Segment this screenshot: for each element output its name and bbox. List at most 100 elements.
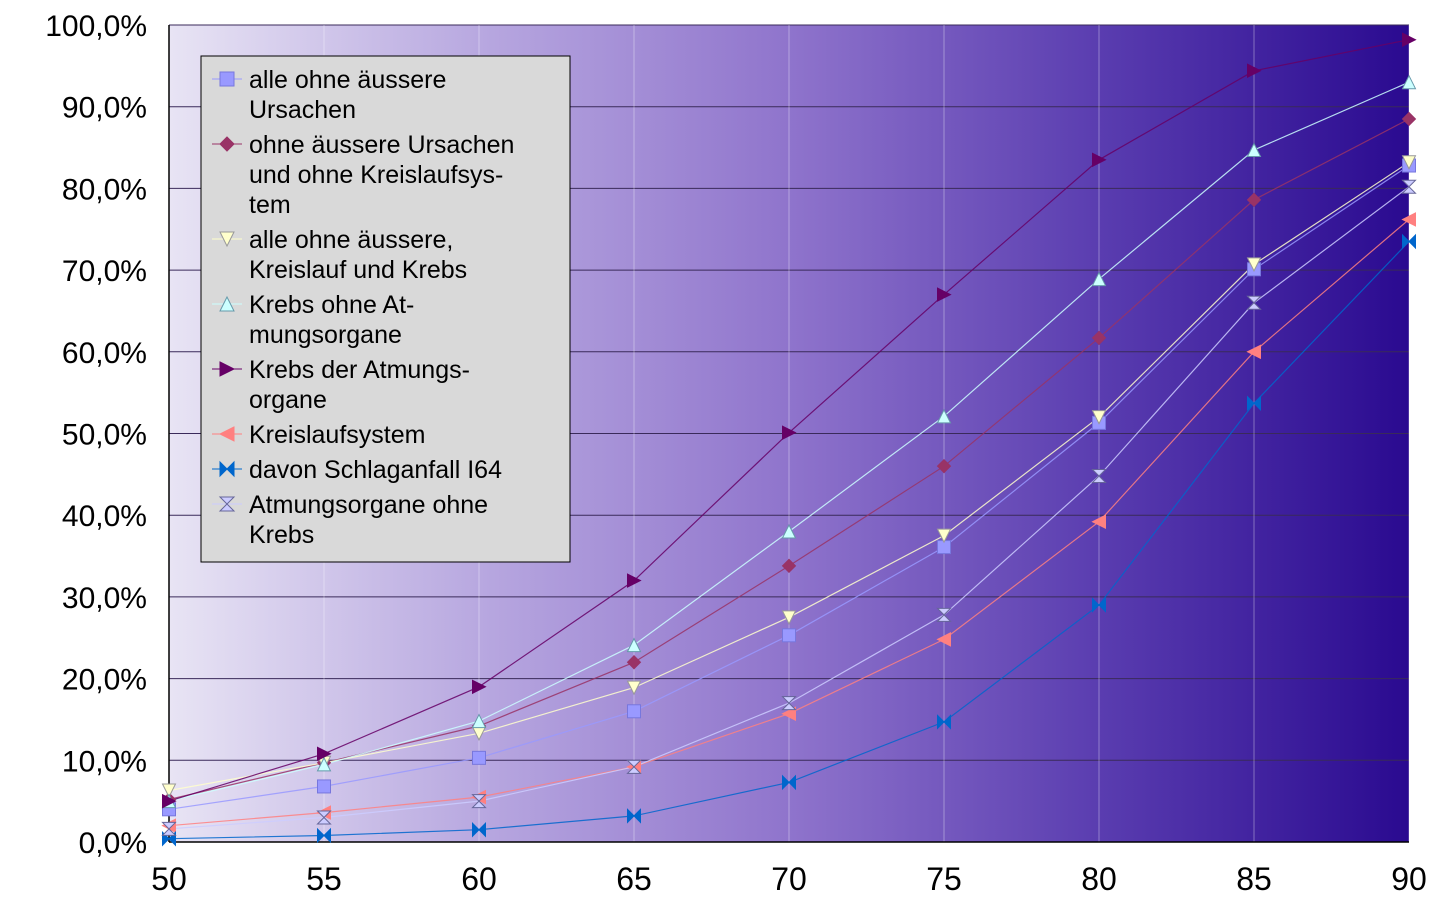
- legend-item-3: alle ohne äussere,Kreislauf und Krebs: [212, 226, 467, 284]
- series-7-point: [627, 808, 641, 824]
- legend-label: Kreislauf und Krebs: [249, 256, 467, 284]
- y-tick-label: 10,0%: [62, 745, 147, 778]
- series-5-point: [1402, 32, 1417, 48]
- legend-label: alle ohne äussere,: [249, 226, 453, 254]
- series-3-point: [1091, 410, 1107, 425]
- series-8-point: [936, 607, 952, 622]
- axes: 0,0% 10,0% 20,0% 30,0% 40,0% 50,0% 60,0% 70,0% 8…: [45, 10, 1427, 897]
- series-3-point: [1246, 257, 1262, 272]
- y-tick-label: 90,0%: [62, 92, 147, 125]
- legend-label: tem: [249, 191, 291, 219]
- series-3-point: [1401, 155, 1417, 170]
- series-5-point: [627, 573, 642, 588]
- series-7-point: [1402, 233, 1416, 250]
- series-6-point: [1091, 514, 1106, 530]
- legend-item-7: davon Schlaganfall I64: [212, 456, 502, 484]
- legend-label: Atmungsorgane ohne: [249, 491, 488, 519]
- y-tick-label: 30,0%: [62, 582, 147, 615]
- y-tick-label: 20,0%: [62, 664, 147, 697]
- legend-label: Krebs ohne At-: [249, 291, 414, 319]
- series-5-point: [782, 425, 797, 440]
- legend-label: Kreislaufsystem: [249, 421, 425, 449]
- y-tick-label: 80,0%: [62, 173, 147, 206]
- series-8-point: [1091, 468, 1107, 483]
- series-8-point: [161, 821, 177, 836]
- series-4-point: [316, 756, 332, 772]
- legend-label: Krebs der Atmungs-: [249, 356, 470, 384]
- x-tick-label: 50: [151, 861, 187, 897]
- x-tick-label: 60: [461, 861, 497, 897]
- y-tick-label: 100,0%: [45, 10, 147, 43]
- legend-marker: [219, 460, 235, 478]
- legend-label: alle ohne äussere: [249, 66, 446, 94]
- series-7-point: [937, 714, 951, 730]
- series-1-point: [627, 704, 641, 719]
- legend-marker: [219, 361, 236, 377]
- series-6-point: [781, 706, 796, 722]
- x-tick-label: 75: [926, 861, 962, 897]
- series-7-point: [1247, 395, 1261, 411]
- series-6-point: [1401, 212, 1416, 227]
- legend-marker: [218, 426, 235, 442]
- series-7-point: [782, 774, 796, 791]
- series-3-point: [781, 610, 797, 625]
- x-tick-label: 85: [1236, 861, 1272, 897]
- x-tick-label: 70: [771, 861, 807, 897]
- series-4-point: [1246, 142, 1262, 158]
- series-3-point: [936, 528, 952, 544]
- series-5-point: [317, 746, 332, 762]
- legend-item-4: Krebs ohne At-mungsorgane: [212, 291, 414, 349]
- legend-marker: [219, 231, 235, 248]
- series-8-point: [471, 794, 487, 809]
- x-tick-label: 80: [1081, 861, 1117, 897]
- series-7-point: [472, 822, 486, 838]
- legend-item-6: Kreislaufsystem: [212, 421, 425, 449]
- series-5-point: [1092, 152, 1107, 168]
- y-tick-label: 40,0%: [62, 500, 147, 533]
- legend-label: mungsorgane: [249, 321, 402, 349]
- legend-label: und ohne Kreislaufsys-: [249, 161, 503, 189]
- legend-marker: [218, 496, 236, 512]
- legend-label: Krebs: [249, 521, 314, 549]
- legend-label: organe: [249, 386, 327, 414]
- legend-item-5: Krebs der Atmungs-organe: [212, 356, 470, 414]
- series-4-point: [1401, 74, 1417, 90]
- series-4-point: [1091, 271, 1107, 287]
- x-tick-label: 55: [306, 861, 342, 897]
- series-5-point: [162, 793, 177, 809]
- series-2-point: [626, 655, 642, 670]
- series-markers: [161, 32, 1417, 847]
- legend-box: [200, 55, 571, 563]
- series-6-point: [936, 632, 951, 647]
- series-4-point: [781, 523, 797, 539]
- series-5-point: [1247, 63, 1262, 79]
- series-2-point: [1091, 330, 1107, 346]
- series-7-point: [317, 827, 331, 844]
- legend-marker: [219, 295, 235, 312]
- series-8-point: [316, 810, 332, 825]
- series-2-point: [936, 458, 952, 474]
- y-tick-label: 70,0%: [62, 255, 147, 288]
- legend-marker: [219, 71, 235, 87]
- y-tick-label: 60,0%: [62, 337, 147, 370]
- legend-label: Ursachen: [249, 96, 356, 124]
- x-tick-label: 90: [1391, 861, 1427, 897]
- series-4-point: [626, 637, 642, 653]
- series-2-point: [1246, 192, 1262, 208]
- series-7-point: [1092, 597, 1106, 613]
- series-8-point: [1401, 179, 1417, 194]
- x-tick-label: 65: [616, 861, 652, 897]
- series-5-point: [472, 679, 487, 695]
- series-8-point: [1246, 295, 1262, 310]
- legend-label: ohne äussere Ursachen: [249, 131, 514, 159]
- series-3-point: [626, 680, 642, 696]
- legend-label: davon Schlaganfall I64: [249, 456, 502, 484]
- series-1-point: [472, 750, 486, 765]
- series-5-point: [937, 287, 952, 302]
- series-3-point: [161, 783, 177, 799]
